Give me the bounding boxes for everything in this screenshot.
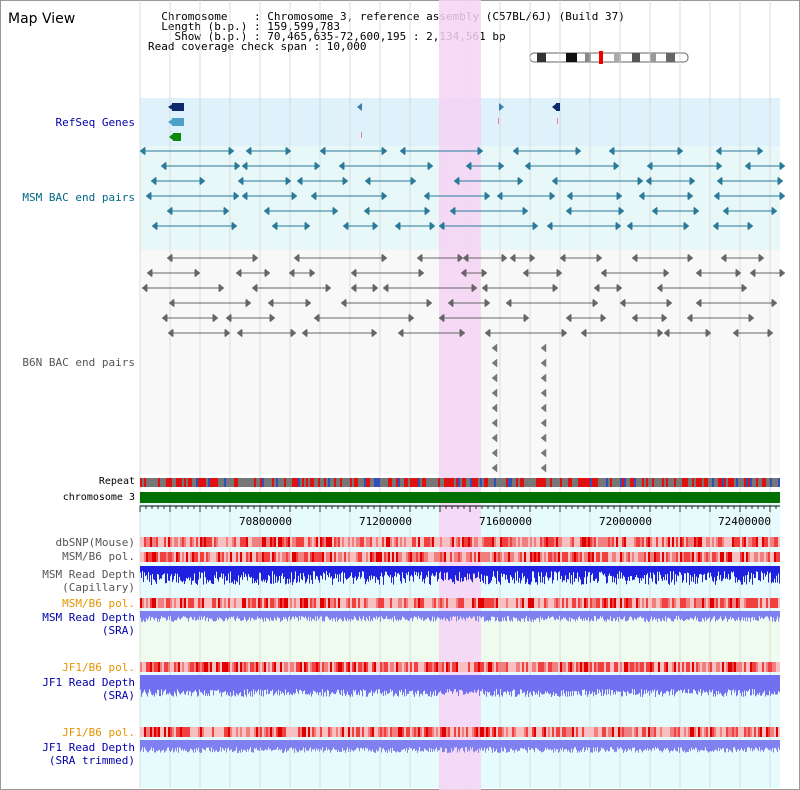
axis-tick-labels: 70800000 71200000 71600000 72000000 7240… [239,515,771,528]
dbsnp-heat-strip[interactable] [140,537,780,547]
track-label-msm-b6-pol-2: MSM/B6 pol. [62,597,135,610]
b6n-bac-end-pairs[interactable] [141,253,786,473]
chromosome-bar[interactable] [140,492,780,503]
info-length: Length (b.p.) : 159,599,783 [148,20,341,33]
jf1-b6-pol-strip-2[interactable] [140,727,780,737]
highlight-region[interactable] [439,0,481,790]
track-label-repeat: Repeat [98,476,135,487]
position-axis [139,505,780,512]
track-label-jf1-depth-trim: JF1 Read Depth [42,741,135,754]
track-label-jf1-b6-pol-2: JF1/B6 pol. [62,726,135,739]
tick-label: 71600000 [479,515,532,528]
msm-bac-end-pairs[interactable] [139,146,786,231]
jf1-b6-pol-strip-1[interactable] [140,662,780,672]
track-label-msm-depth-cap: MSM Read Depth [42,568,135,581]
track-label-jf1-b6-pol: JF1/B6 pol. [62,661,135,674]
track-label-msm-depth-sra: MSM Read Depth [42,611,135,624]
track-label-jf1-depth-sra-sub: (SRA) [101,689,135,702]
tick-label: 72000000 [599,515,652,528]
track-label-jf1-depth-sra: JF1 Read Depth [42,676,135,689]
track-label-msm-b6-pol: MSM/B6 pol. [62,550,135,563]
msm-b6-pol-strip-2[interactable] [140,598,780,608]
track-label-msm-depth-sra-sub: (SRA) [101,624,135,637]
repeat-track[interactable] [140,478,780,487]
track-label-msm-bac[interactable]: MSM BAC end pairs [22,191,135,204]
page-title: Map View [8,11,76,27]
jf1-read-depth-trimmed[interactable] [140,740,780,753]
tick-label: 71200000 [359,515,412,528]
msm-read-depth-capillary[interactable] [140,566,780,585]
refseq-genes[interactable] [168,103,560,141]
msm-read-depth-sra[interactable] [140,611,780,622]
tick-label: 70800000 [239,515,292,528]
track-label-msm-depth-cap-sub: (Capillary) [62,581,135,594]
track-label-refseq[interactable]: RefSeq Genes [55,116,135,129]
chromosome-ideogram[interactable] [529,51,689,64]
jf1-read-depth-sra[interactable] [140,675,780,697]
track-label-jf1-depth-trim-sub: (SRA trimmed) [48,754,135,767]
track-label-chromosome: chromosome 3 [62,492,135,503]
track-label-b6n-bac[interactable]: B6N BAC end pairs [22,356,135,369]
msm-b6-pol-strip-1[interactable] [140,552,780,562]
tick-label: 72400000 [718,515,771,528]
info-coverage-span: Read coverage check span : 10,000 [148,40,367,53]
ideogram-position-marker [599,51,603,64]
track-label-dbsnp: dbSNP(Mouse) [55,536,135,549]
